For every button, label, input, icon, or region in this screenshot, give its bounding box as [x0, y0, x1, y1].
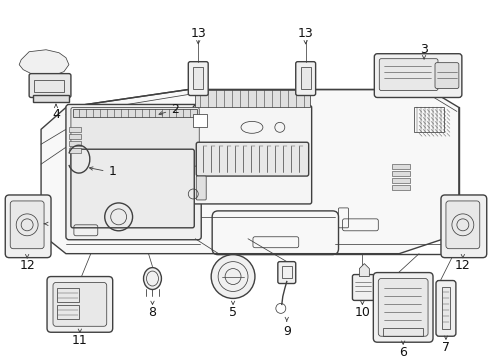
FancyBboxPatch shape [66, 104, 201, 240]
Bar [392, 171, 410, 176]
Bar [392, 164, 410, 169]
Bar [69, 141, 81, 146]
FancyBboxPatch shape [441, 195, 487, 258]
FancyBboxPatch shape [379, 59, 438, 90]
FancyBboxPatch shape [53, 283, 107, 326]
Text: 12: 12 [455, 259, 471, 272]
Text: 1: 1 [109, 165, 117, 177]
Text: 7: 7 [442, 341, 450, 354]
FancyBboxPatch shape [278, 262, 296, 284]
Text: 9: 9 [283, 325, 291, 338]
Bar [442, 288, 450, 329]
Bar [34, 80, 64, 91]
FancyBboxPatch shape [29, 73, 71, 98]
Text: 8: 8 [148, 306, 156, 319]
FancyBboxPatch shape [296, 62, 316, 95]
Polygon shape [41, 90, 459, 254]
FancyBboxPatch shape [47, 276, 113, 332]
FancyBboxPatch shape [71, 149, 194, 228]
Polygon shape [359, 264, 369, 276]
Bar [69, 127, 81, 132]
Ellipse shape [144, 267, 161, 289]
Bar [195, 90, 310, 107]
FancyBboxPatch shape [5, 195, 51, 258]
FancyBboxPatch shape [10, 201, 44, 249]
Text: 4: 4 [52, 108, 60, 121]
Text: 13: 13 [191, 27, 206, 40]
Bar [69, 148, 81, 153]
Bar [301, 67, 311, 89]
Bar [392, 178, 410, 183]
Bar [69, 134, 81, 139]
Circle shape [211, 255, 255, 298]
FancyBboxPatch shape [188, 62, 208, 95]
Bar [57, 288, 79, 302]
Bar [383, 328, 423, 336]
Bar [282, 266, 292, 278]
FancyBboxPatch shape [374, 54, 462, 98]
FancyBboxPatch shape [71, 107, 199, 166]
FancyBboxPatch shape [193, 105, 312, 204]
Text: 10: 10 [354, 306, 370, 319]
Text: 3: 3 [420, 43, 428, 56]
Bar [33, 95, 69, 103]
Bar [414, 107, 444, 132]
Text: 5: 5 [229, 306, 237, 319]
Bar [57, 305, 79, 319]
Bar [193, 114, 207, 127]
Text: 11: 11 [72, 334, 88, 347]
Text: 13: 13 [298, 27, 314, 40]
FancyBboxPatch shape [378, 279, 428, 336]
Bar [73, 109, 197, 117]
FancyBboxPatch shape [196, 142, 309, 176]
FancyBboxPatch shape [435, 63, 459, 89]
FancyBboxPatch shape [446, 201, 480, 249]
Bar [392, 185, 410, 190]
Bar [193, 67, 203, 89]
Text: 6: 6 [399, 346, 407, 359]
Text: 12: 12 [19, 259, 35, 272]
FancyBboxPatch shape [352, 275, 374, 301]
Text: 2: 2 [172, 103, 179, 116]
FancyBboxPatch shape [196, 176, 206, 200]
FancyBboxPatch shape [373, 273, 433, 342]
Polygon shape [19, 50, 69, 78]
FancyBboxPatch shape [436, 280, 456, 336]
